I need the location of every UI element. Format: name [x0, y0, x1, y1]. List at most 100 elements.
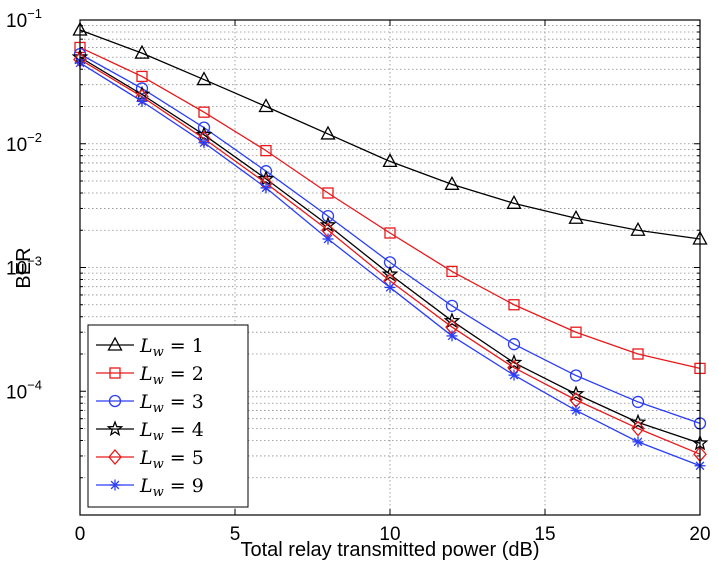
square-marker	[260, 144, 272, 157]
square-marker	[136, 70, 148, 83]
legend-label-subscript: w	[153, 485, 164, 500]
asterisk-marker	[109, 479, 121, 491]
y-tick-label-exponent: −1	[27, 6, 42, 21]
x-tick-label: 15	[534, 524, 555, 545]
legend-label-subscript: w	[153, 401, 164, 416]
y-tick-label-exponent: −2	[27, 130, 42, 145]
square-marker	[570, 326, 582, 338]
x-tick-label: 5	[230, 524, 241, 545]
legend-label-value: = 9	[164, 475, 204, 497]
star-marker	[319, 216, 337, 233]
legend-item: Lw = 4	[96, 419, 204, 444]
x-axis-label: Total relay transmitted power (dB)	[240, 539, 539, 561]
legend-label-variable: L	[139, 419, 153, 441]
x-tick-label: 0	[75, 524, 86, 545]
legend-label: Lw = 5	[139, 447, 204, 472]
series-line	[79, 46, 701, 370]
legend-label: Lw = 2	[139, 363, 204, 388]
square-marker	[198, 106, 210, 118]
legend-label-value: = 5	[164, 447, 204, 469]
star-marker	[106, 420, 124, 437]
triangle-marker	[134, 44, 150, 59]
legend-item: Lw = 3	[96, 391, 204, 416]
legend-label-value: = 1	[164, 335, 204, 357]
circle-marker	[108, 394, 122, 408]
asterisk-stroke	[110, 480, 120, 490]
asterisk-stroke	[323, 234, 333, 244]
triangle-marker	[444, 175, 460, 190]
legend-label-subscript: w	[153, 457, 164, 472]
legend-label-variable: L	[139, 335, 153, 357]
legend-label-variable: L	[139, 475, 153, 497]
legend: Lw = 1Lw = 2Lw = 3Lw = 4Lw = 5Lw = 9	[87, 324, 249, 508]
grid	[80, 20, 700, 515]
diamond-marker	[108, 449, 122, 465]
y-tick-label: 10−4	[6, 377, 42, 403]
series-line	[79, 58, 701, 455]
legend-label-variable: L	[139, 391, 153, 413]
square-marker	[446, 265, 458, 278]
star-marker	[381, 265, 399, 282]
y-tick-label-base: 10	[6, 11, 27, 32]
star-marker	[567, 385, 585, 402]
triangle-marker	[630, 221, 646, 236]
star-marker	[443, 312, 461, 329]
asterisk-marker	[322, 233, 334, 245]
diamond-marker	[631, 420, 645, 437]
asterisk-marker	[136, 95, 148, 107]
star-marker	[629, 413, 647, 430]
square-marker	[508, 299, 520, 311]
series-l-w-9	[74, 57, 706, 472]
x-tick-label: 10	[379, 524, 400, 545]
circle-marker	[321, 209, 335, 223]
x-tick-label: 20	[689, 524, 710, 545]
legend-item: Lw = 9	[96, 475, 204, 500]
asterisk-stroke	[633, 437, 643, 447]
y-tick-label: 10−2	[6, 130, 42, 156]
series-line	[79, 29, 701, 240]
asterisk-stroke	[447, 331, 457, 341]
triangle-marker	[568, 209, 584, 224]
asterisk-stroke	[137, 97, 147, 106]
triangle-marker	[506, 194, 522, 209]
legend-label-variable: L	[139, 363, 153, 385]
asterisk-stroke	[261, 183, 271, 193]
asterisk-marker	[632, 436, 644, 448]
asterisk-marker	[570, 404, 582, 416]
square-marker	[384, 227, 396, 239]
y-tick-label-base: 10	[6, 135, 27, 156]
triangle-marker	[258, 98, 274, 113]
legend-item: Lw = 2	[96, 363, 204, 388]
ticks	[79, 20, 701, 516]
asterisk-marker	[198, 137, 210, 149]
series-line	[79, 53, 701, 424]
triangle-marker	[382, 153, 398, 168]
asterisk-stroke	[571, 406, 581, 415]
y-tick-label: 10−3	[6, 254, 42, 280]
asterisk-marker	[508, 369, 520, 381]
star-marker	[257, 170, 275, 187]
legend-label-value: = 2	[164, 363, 204, 385]
star-marker	[505, 353, 523, 370]
legend-box	[87, 324, 249, 508]
legend-label: Lw = 1	[139, 335, 204, 360]
triangle-marker	[320, 125, 336, 140]
asterisk-marker	[446, 330, 458, 342]
triangle-marker	[107, 336, 123, 351]
series-l-w-1	[72, 21, 708, 245]
circle-marker	[445, 299, 459, 312]
circle-marker	[197, 121, 211, 134]
circle-marker	[569, 369, 583, 382]
legend-label: Lw = 4	[139, 419, 204, 444]
legend-label-subscript: w	[153, 345, 164, 360]
series-layer	[71, 21, 709, 472]
square-marker	[632, 348, 644, 360]
y-tick-label-base: 10	[6, 382, 27, 403]
asterisk-stroke	[385, 283, 395, 292]
legend-label-subscript: w	[153, 429, 164, 444]
y-axis-label: BER	[13, 247, 35, 288]
asterisk-stroke	[199, 138, 209, 148]
legend-label-subscript: w	[153, 373, 164, 388]
legend-label-value: = 3	[164, 391, 204, 413]
